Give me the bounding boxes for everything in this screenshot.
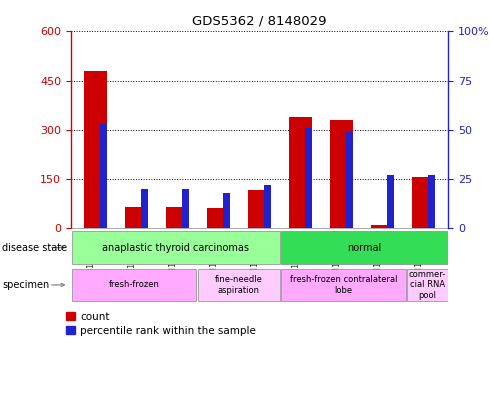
Text: commer-
cial RNA
pool: commer- cial RNA pool (409, 270, 446, 300)
Bar (223, 193, 230, 228)
Bar (72, 269, 196, 301)
Title: GDS5362 / 8148029: GDS5362 / 8148029 (193, 15, 327, 28)
Text: fine-needle
aspiration: fine-needle aspiration (215, 275, 263, 295)
Text: specimen: specimen (2, 280, 49, 290)
Bar (346, 132, 353, 228)
Bar (182, 189, 189, 228)
Bar (167, 207, 189, 228)
Text: normal: normal (347, 242, 382, 253)
Text: disease state: disease state (2, 242, 68, 253)
Bar (281, 231, 447, 264)
Bar (72, 231, 280, 264)
Bar (264, 185, 271, 228)
Bar (407, 269, 447, 301)
Bar (281, 269, 406, 301)
Text: fresh-frozen contralateral
lobe: fresh-frozen contralateral lobe (290, 275, 397, 295)
Bar (330, 120, 353, 228)
Bar (100, 124, 107, 228)
Legend: count, percentile rank within the sample: count, percentile rank within the sample (67, 312, 256, 336)
Bar (125, 207, 148, 228)
Bar (413, 177, 435, 228)
Bar (387, 175, 394, 228)
Bar (197, 269, 280, 301)
Bar (290, 117, 312, 228)
Bar (207, 208, 230, 228)
Bar (84, 71, 107, 228)
Bar (248, 190, 271, 228)
Bar (371, 225, 394, 228)
Text: fresh-frozen: fresh-frozen (108, 281, 159, 289)
Bar (141, 189, 148, 228)
Text: anaplastic thyroid carcinomas: anaplastic thyroid carcinomas (102, 242, 249, 253)
Bar (428, 175, 436, 228)
Bar (305, 128, 313, 228)
